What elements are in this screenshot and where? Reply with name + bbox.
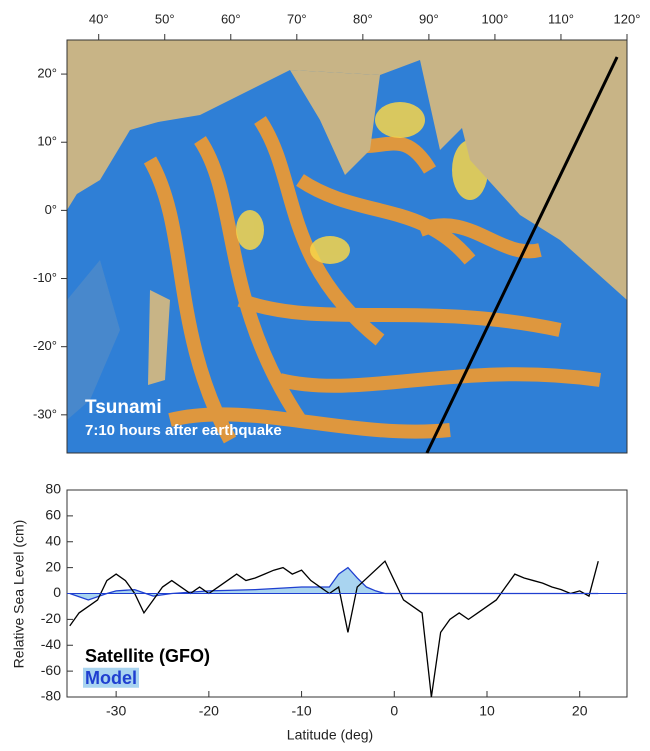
- x-tick-label: 60°: [221, 11, 241, 26]
- x-tick-label: 40°: [89, 11, 109, 26]
- y-tick-label: 0°: [45, 202, 57, 217]
- india: [290, 70, 380, 175]
- annotation: Tsunami: [85, 397, 162, 418]
- y-tick-label: -80: [41, 688, 61, 704]
- x-tick-label: -10: [291, 703, 311, 719]
- x-tick-label: 110°: [548, 11, 574, 26]
- x-tick-label: -20: [199, 703, 219, 719]
- x-tick-label: 10: [479, 703, 495, 719]
- y-tick-label: 10°: [37, 134, 57, 149]
- y-tick-label: 20°: [37, 66, 57, 81]
- y-tick-label: 0: [53, 584, 61, 600]
- x-tick-label: 0: [390, 703, 398, 719]
- y-tick-label: 40: [45, 532, 61, 548]
- legend-label: Model: [85, 668, 137, 688]
- y-tick-label: 20: [45, 558, 61, 574]
- annotation: 7:10 hours after earthquake: [85, 422, 282, 439]
- y-tick-label: -40: [41, 636, 61, 652]
- legend-swatch: [83, 667, 139, 688]
- x-tick-label: 50°: [155, 11, 175, 26]
- x-tick-label: -30: [106, 703, 126, 719]
- y-tick-label: 80: [45, 481, 61, 497]
- x-tick-label: 20: [572, 703, 588, 719]
- y-tick-label: 60: [45, 507, 61, 523]
- southeast-asia: [450, 40, 627, 240]
- y-tick-label: -10°: [33, 270, 57, 285]
- wave-stripes: [143, 116, 601, 444]
- x-tick-label: 100°: [481, 11, 508, 26]
- y-axis-label: Relative Sea Level (cm): [11, 520, 27, 669]
- x-tick-label: 90°: [419, 11, 439, 26]
- satellite-track: [425, 56, 619, 454]
- map-frame: [66, 39, 628, 454]
- x-tick-label: 120°: [614, 11, 641, 26]
- y-tick-label: -30°: [33, 406, 57, 421]
- y-tick-label: -20°: [33, 338, 57, 353]
- madagascar: [148, 290, 170, 385]
- series-line: [69, 560, 599, 698]
- legend-label: Satellite (GFO): [85, 646, 210, 666]
- y-tick-label: -20: [41, 610, 61, 626]
- map-image: [67, 40, 627, 453]
- x-tick-label: 70°: [287, 11, 307, 26]
- x-tick-label: 80°: [353, 11, 373, 26]
- ocean-west: [67, 260, 120, 420]
- x-axis-label: Latitude (deg): [287, 727, 373, 743]
- y-tick-label: -60: [41, 662, 61, 678]
- arabia-africa: [67, 40, 270, 200]
